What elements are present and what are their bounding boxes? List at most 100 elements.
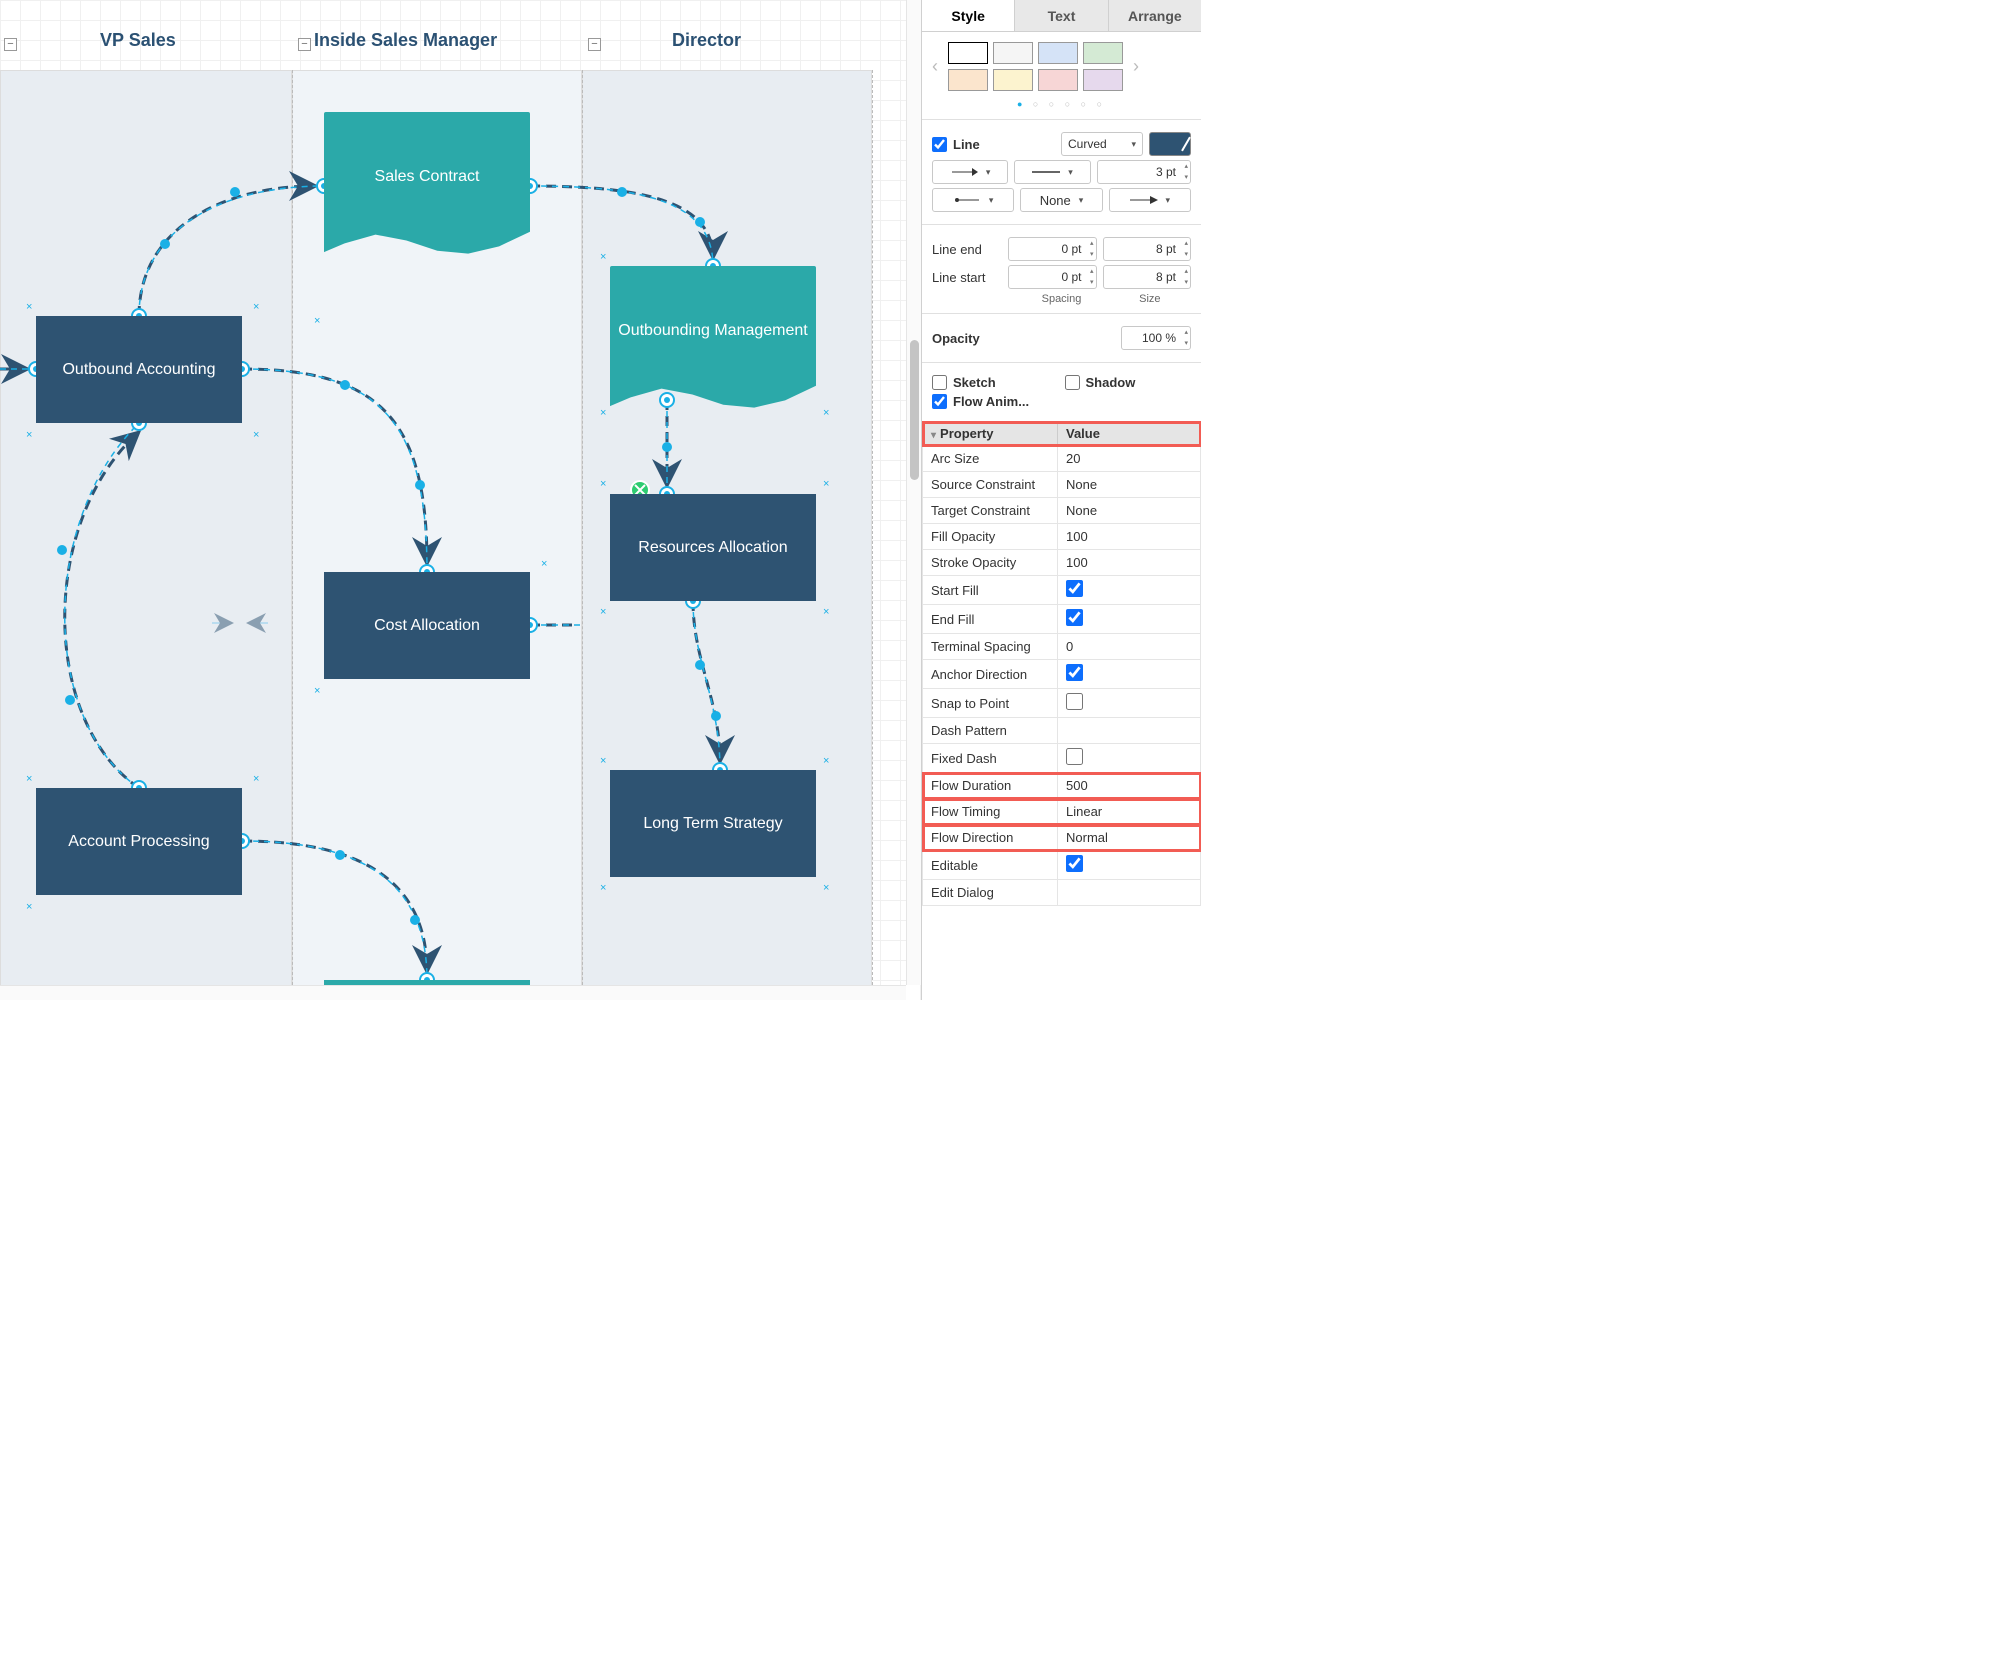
spacing-col-label: Spacing [1020, 293, 1102, 305]
vertical-scrollbar[interactable] [906, 0, 921, 985]
property-checkbox[interactable] [1066, 609, 1083, 626]
property-value[interactable] [1058, 851, 1201, 880]
property-name: End Fill [923, 605, 1058, 634]
property-value[interactable] [1058, 744, 1201, 773]
node-resources-allocation[interactable]: Resources Allocation [610, 494, 816, 601]
property-value[interactable] [1058, 660, 1201, 689]
tab-arrange[interactable]: Arrange [1109, 0, 1201, 31]
property-name: Start Fill [923, 576, 1058, 605]
node-label: Long Term Strategy [643, 815, 782, 833]
line-start-label: Line start [932, 270, 1002, 285]
color-swatch[interactable] [948, 69, 988, 91]
property-name: Fill Opacity [923, 524, 1058, 550]
property-value[interactable] [1058, 880, 1201, 906]
property-value[interactable]: None [1058, 472, 1201, 498]
property-value[interactable]: 500 [1058, 773, 1201, 799]
property-header[interactable]: ▾Property [923, 422, 1058, 446]
color-swatch[interactable] [948, 42, 988, 64]
property-name: Editable [923, 851, 1058, 880]
property-checkbox[interactable] [1066, 580, 1083, 597]
lane-divider [292, 70, 293, 1000]
palette-prev-icon[interactable]: ‹ [928, 56, 942, 77]
color-swatch[interactable] [1038, 42, 1078, 64]
node-label: Account Processing [68, 833, 209, 851]
property-value[interactable]: 20 [1058, 446, 1201, 472]
property-checkbox[interactable] [1066, 748, 1083, 765]
line-color-picker[interactable] [1149, 132, 1191, 156]
property-value[interactable] [1058, 605, 1201, 634]
line-start-spacing-input[interactable]: 0 pt [1008, 265, 1097, 289]
node-label: Sales Contract [375, 168, 480, 186]
property-value[interactable]: Normal [1058, 825, 1201, 851]
node-label: Outbounding Management [618, 322, 807, 340]
stroke-pattern-select[interactable]: ▾ [1014, 160, 1090, 184]
line-style-select[interactable]: Curved▾ [1061, 132, 1143, 156]
color-swatches [948, 42, 1123, 91]
collapse-lane-icon[interactable]: − [4, 38, 17, 51]
palette-next-icon[interactable]: › [1129, 56, 1143, 77]
property-value[interactable] [1058, 576, 1201, 605]
line-start-size-input[interactable]: 8 pt [1103, 265, 1192, 289]
flow-anim-checkbox[interactable] [932, 394, 947, 409]
line-style-value: Curved [1068, 137, 1107, 151]
swimlane-header-vp[interactable]: VP Sales [100, 30, 176, 51]
arrow-start-select[interactable]: ▾ [932, 160, 1008, 184]
line-end-spacing-input[interactable]: 0 pt [1008, 237, 1097, 261]
value-header[interactable]: Value [1058, 422, 1201, 446]
size-col-label: Size [1109, 293, 1191, 305]
property-value[interactable]: Linear [1058, 799, 1201, 825]
property-value[interactable]: 100 [1058, 524, 1201, 550]
color-swatch[interactable] [993, 69, 1033, 91]
swimlane-header-director[interactable]: Director [672, 30, 741, 51]
node-long-term-strategy[interactable]: Long Term Strategy [610, 770, 816, 877]
horizontal-scrollbar[interactable] [0, 985, 906, 1000]
node-outbounding-mgmt[interactable]: Outbounding Management [610, 266, 816, 412]
property-name: Fixed Dash [923, 744, 1058, 773]
sketch-checkbox[interactable] [932, 375, 947, 390]
property-value[interactable]: 0 [1058, 634, 1201, 660]
property-name: Anchor Direction [923, 660, 1058, 689]
property-name: Arc Size [923, 446, 1058, 472]
tab-style[interactable]: Style [922, 0, 1015, 31]
color-swatch[interactable] [1083, 69, 1123, 91]
opacity-input[interactable]: 100 % [1121, 326, 1191, 350]
property-value[interactable]: None [1058, 498, 1201, 524]
panel-tabs: Style Text Arrange [922, 0, 1201, 32]
property-checkbox[interactable] [1066, 855, 1083, 872]
scrollbar-thumb[interactable] [910, 340, 919, 480]
line-end-size-input[interactable]: 8 pt [1103, 237, 1192, 261]
flow-anim-label: Flow Anim... [953, 394, 1029, 409]
color-swatch[interactable] [1083, 42, 1123, 64]
line-checkbox[interactable] [932, 137, 947, 152]
canvas[interactable]: VP Sales Inside Sales Manager Director −… [0, 0, 921, 1000]
property-name: Stroke Opacity [923, 550, 1058, 576]
collapse-lane-icon[interactable]: − [298, 38, 311, 51]
stroke-width-input[interactable]: 3 pt [1097, 160, 1191, 184]
opacity-label: Opacity [932, 331, 1115, 346]
property-name: Target Constraint [923, 498, 1058, 524]
color-swatch[interactable] [1038, 69, 1078, 91]
property-checkbox[interactable] [1066, 693, 1083, 710]
node-account-processing[interactable]: Account Processing [36, 788, 242, 895]
property-name: Terminal Spacing [923, 634, 1058, 660]
node-cost-allocation[interactable]: Cost Allocation [324, 572, 530, 679]
node-sales-contract[interactable]: Sales Contract [324, 112, 530, 258]
waypoint-style-select[interactable]: None▾ [1020, 188, 1102, 212]
property-name: Dash Pattern [923, 718, 1058, 744]
property-value[interactable]: 100 [1058, 550, 1201, 576]
property-value[interactable] [1058, 689, 1201, 718]
node-outbound-accounting[interactable]: Outbound Accounting [36, 316, 242, 423]
swimlane-header-inside[interactable]: Inside Sales Manager [314, 30, 497, 51]
tab-text[interactable]: Text [1015, 0, 1108, 31]
lane-divider [872, 70, 873, 1000]
color-swatch[interactable] [993, 42, 1033, 64]
property-name: Source Constraint [923, 472, 1058, 498]
connection-end-select[interactable]: ▾ [1109, 188, 1191, 212]
property-name: Flow Duration [923, 773, 1058, 799]
collapse-lane-icon[interactable]: − [588, 38, 601, 51]
property-checkbox[interactable] [1066, 664, 1083, 681]
shadow-checkbox[interactable] [1065, 375, 1080, 390]
waypoint-select[interactable]: ▾ [932, 188, 1014, 212]
node-label: Cost Allocation [374, 617, 480, 635]
property-value[interactable] [1058, 718, 1201, 744]
